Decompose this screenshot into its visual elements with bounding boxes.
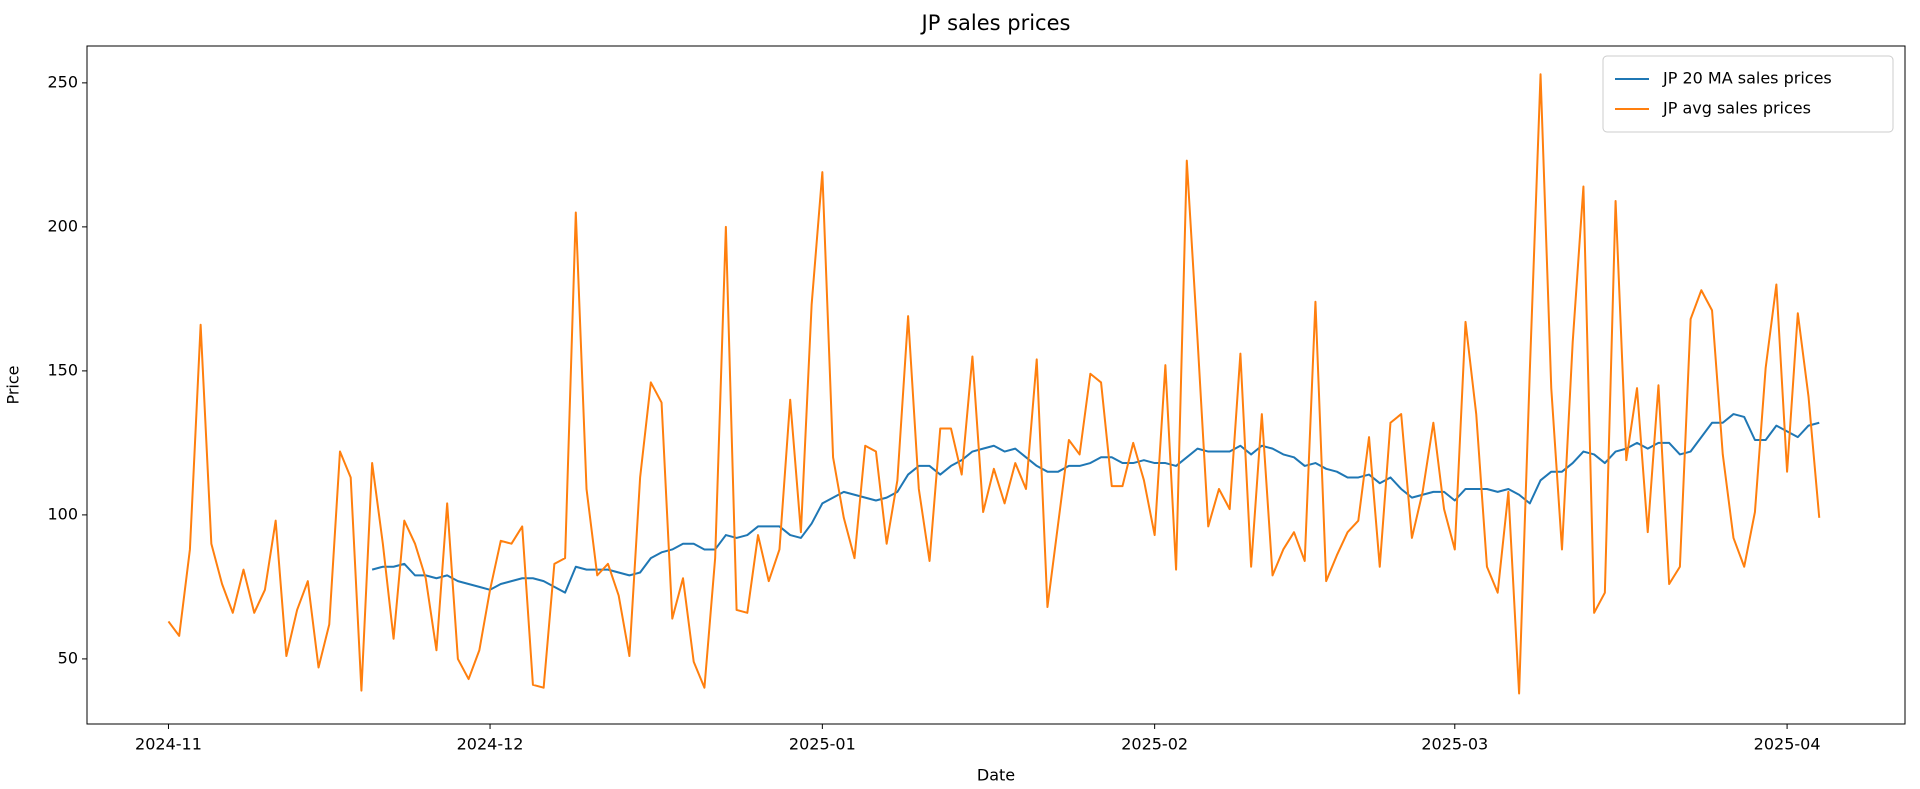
y-tick-label: 150 [47, 360, 78, 379]
x-tick-label: 2025-01 [789, 735, 856, 754]
x-tick-label: 2025-04 [1754, 735, 1821, 754]
x-tick-label: 2024-12 [457, 735, 524, 754]
series-line [371, 413, 1820, 594]
y-tick-label: 50 [58, 648, 78, 667]
x-axis-label: Date [977, 766, 1015, 785]
series-line [167, 73, 1821, 695]
y-tick-label: 100 [47, 504, 78, 523]
x-tick-label: 2025-03 [1421, 735, 1488, 754]
x-tick-label: 2025-02 [1121, 735, 1188, 754]
chart-title: JP sales prices [920, 11, 1071, 35]
plot-frame [86, 45, 1906, 725]
y-tick-label: 250 [47, 72, 78, 91]
y-tick-label: 200 [47, 216, 78, 235]
legend-label: JP avg sales prices [1662, 99, 1811, 118]
legend-box [1602, 55, 1894, 133]
y-axis-label: Price [4, 365, 23, 404]
legend-label: JP 20 MA sales prices [1662, 69, 1832, 88]
x-tick-label: 2024-11 [135, 735, 202, 754]
